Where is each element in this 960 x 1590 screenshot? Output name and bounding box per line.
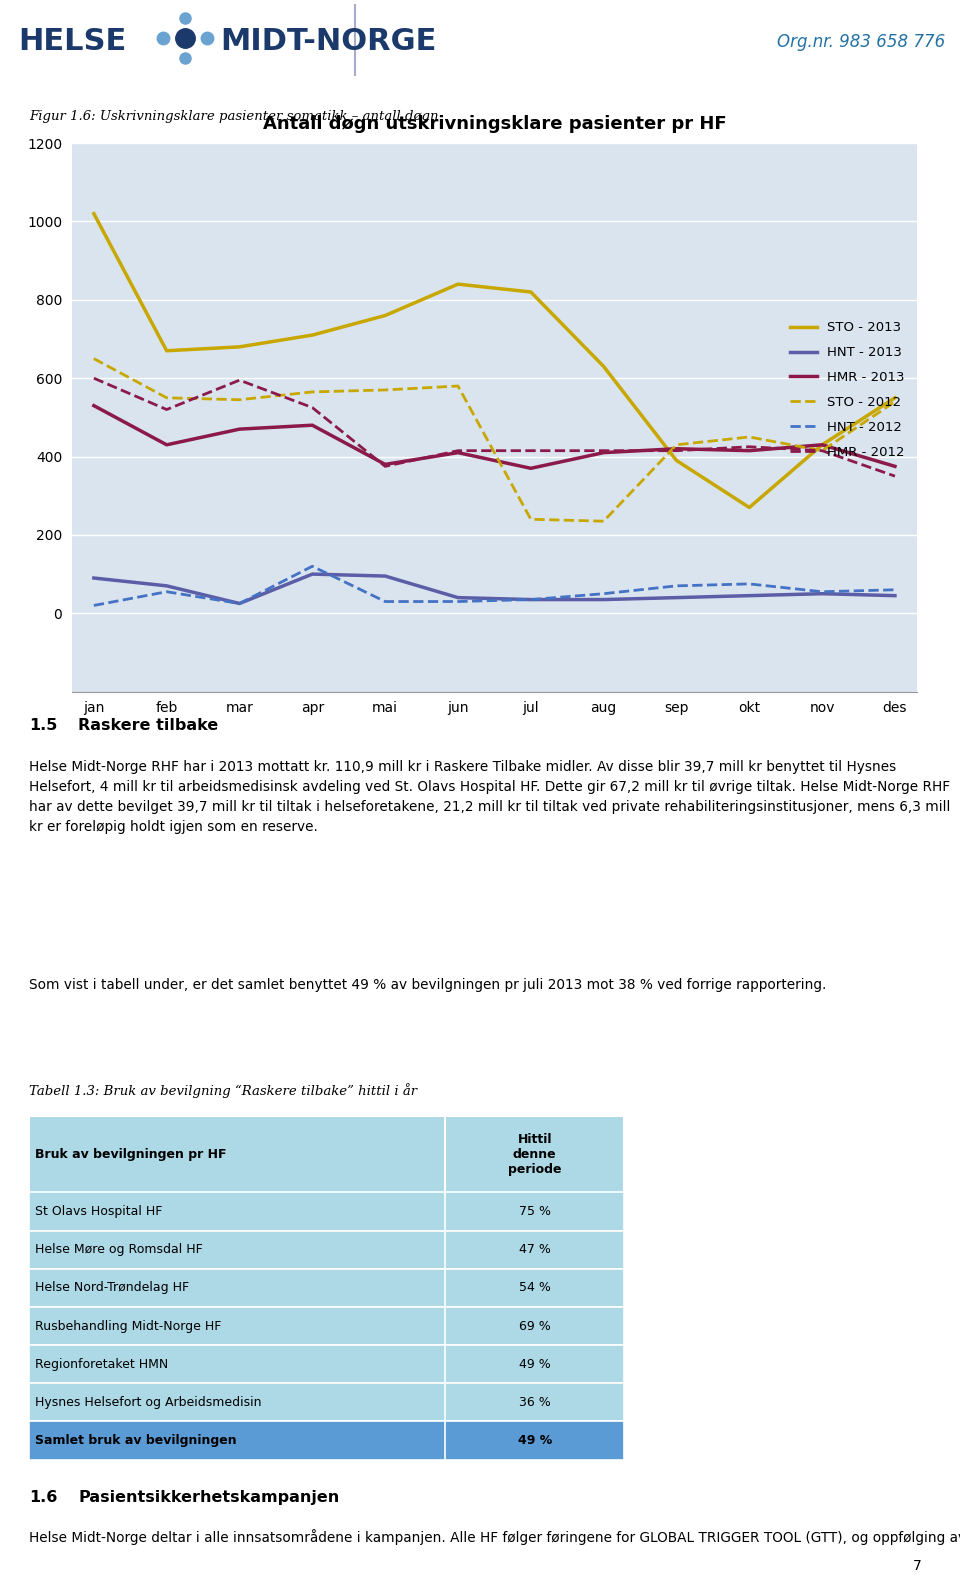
Text: Samlet bruk av bevilgningen: Samlet bruk av bevilgningen: [35, 1434, 236, 1447]
Text: Pasientsikkerhetskampanjen: Pasientsikkerhetskampanjen: [79, 1490, 340, 1506]
Bar: [29, 1383, 624, 1421]
Bar: [29, 1307, 624, 1345]
Bar: [29, 1421, 624, 1460]
Text: 1.6: 1.6: [29, 1490, 58, 1506]
Text: Raskere tilbake: Raskere tilbake: [79, 717, 219, 733]
Bar: [29, 1345, 624, 1383]
Text: 49 %: 49 %: [517, 1434, 552, 1447]
Text: Regionforetaket HMN: Regionforetaket HMN: [35, 1358, 168, 1371]
Text: 47 %: 47 %: [518, 1243, 551, 1256]
Text: Helse Nord-Trøndelag HF: Helse Nord-Trøndelag HF: [35, 1282, 189, 1294]
Text: Som vist i tabell under, er det samlet benyttet 49 % av bevilgningen pr juli 201: Som vist i tabell under, er det samlet b…: [29, 978, 827, 992]
Legend: STO - 2013, HNT - 2013, HMR - 2013, STO - 2012, HNT - 2012, HMR - 2012: STO - 2013, HNT - 2013, HMR - 2013, STO …: [785, 316, 910, 464]
Text: Hysnes Helsefort og Arbeidsmedisin: Hysnes Helsefort og Arbeidsmedisin: [35, 1396, 261, 1409]
Text: Hittil
denne
periode: Hittil denne periode: [508, 1132, 562, 1177]
Text: 75 %: 75 %: [518, 1205, 551, 1218]
Text: Tabell 1.3: Bruk av bevilgning “Raskere tilbake” hittil i år: Tabell 1.3: Bruk av bevilgning “Raskere …: [29, 1083, 417, 1099]
Text: St Olavs Hospital HF: St Olavs Hospital HF: [35, 1205, 162, 1218]
Text: Helse Midt-Norge deltar i alle innsatsområdene i kampanjen. Alle HF følger førin: Helse Midt-Norge deltar i alle innsatsom…: [29, 1530, 960, 1545]
Bar: [29, 1116, 624, 1192]
Text: 1.5: 1.5: [29, 717, 58, 733]
Title: Antall døgn utskrivningsklare pasienter pr HF: Antall døgn utskrivningsklare pasienter …: [263, 114, 726, 134]
Text: Figur 1.6: Uskrivningsklare pasienter somatikk – antall døgn: Figur 1.6: Uskrivningsklare pasienter so…: [29, 110, 439, 122]
Text: 36 %: 36 %: [518, 1396, 551, 1409]
Bar: [29, 1231, 624, 1269]
Text: Org.nr. 983 658 776: Org.nr. 983 658 776: [777, 33, 945, 51]
Text: Bruk av bevilgningen pr HF: Bruk av bevilgningen pr HF: [35, 1148, 227, 1161]
Bar: [29, 1192, 624, 1231]
Text: 69 %: 69 %: [518, 1320, 551, 1332]
Text: HELSE: HELSE: [18, 27, 127, 56]
Text: 7: 7: [913, 1560, 922, 1573]
Text: Rusbehandling Midt-Norge HF: Rusbehandling Midt-Norge HF: [35, 1320, 221, 1332]
Text: Helse Midt-Norge RHF har i 2013 mottatt kr. 110,9 mill kr i Raskere Tilbake midl: Helse Midt-Norge RHF har i 2013 mottatt …: [29, 760, 950, 833]
Text: MIDT-NORGE: MIDT-NORGE: [220, 27, 437, 56]
Bar: [29, 1269, 624, 1307]
Text: 49 %: 49 %: [518, 1358, 551, 1371]
Text: Helse Møre og Romsdal HF: Helse Møre og Romsdal HF: [35, 1243, 203, 1256]
Text: 54 %: 54 %: [518, 1282, 551, 1294]
